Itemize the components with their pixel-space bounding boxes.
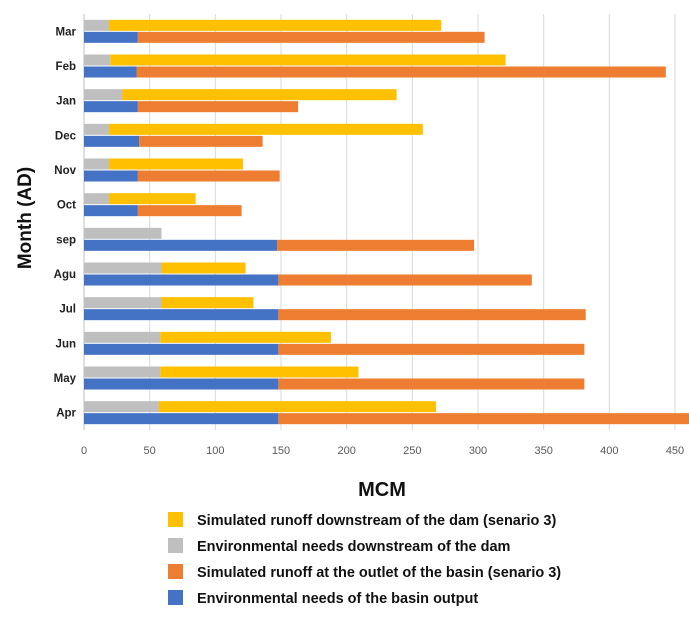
bar-simulated-runoff-at-the-outlet-of-the-basin-senario-3 [278, 309, 586, 321]
y-axis-ticks: Mar Feb Jan Dec Nov Oct sep Agu Jul Jun May Apr [54, 26, 77, 419]
bar-environmental-needs-downstream-of-the-dam [84, 89, 123, 101]
y-tick-label: Dec [55, 130, 77, 142]
bar-simulated-runoff-downstream-of-the-dam-senario-3 [122, 89, 397, 101]
y-tick-label: Nov [54, 165, 76, 177]
legend-swatch [168, 590, 183, 605]
y-tick-label: sep [56, 234, 76, 246]
x-tick-label: 100 [206, 445, 224, 457]
x-axis-title: MCM [358, 479, 406, 501]
y-tick-label: Apr [56, 408, 76, 420]
bar-environmental-needs-downstream-of-the-dam [84, 54, 111, 66]
legend-label: Environmental needs of the basin output [197, 591, 478, 607]
bar-simulated-runoff-at-the-outlet-of-the-basin-senario-3 [278, 274, 532, 286]
bar-simulated-runoff-downstream-of-the-dam-senario-3 [160, 331, 331, 343]
bar-environmental-needs-of-the-basin-output [84, 66, 137, 78]
x-tick-label: 250 [403, 445, 421, 457]
bar-environmental-needs-downstream-of-the-dam [84, 331, 161, 343]
bar-simulated-runoff-at-the-outlet-of-the-basin-senario-3 [278, 378, 585, 390]
x-tick-label: 400 [600, 445, 618, 457]
y-axis-title: Month (AD) [15, 167, 36, 269]
bar-simulated-runoff-at-the-outlet-of-the-basin-senario-3 [278, 343, 585, 355]
bar-simulated-runoff-downstream-of-the-dam-senario-3 [108, 123, 423, 135]
bar-simulated-runoff-downstream-of-the-dam-senario-3 [158, 401, 436, 413]
bar-simulated-runoff-at-the-outlet-of-the-basin-senario-3 [137, 205, 242, 217]
bar-simulated-runoff-downstream-of-the-dam-senario-3 [161, 297, 254, 309]
bar-environmental-needs-of-the-basin-output [84, 135, 140, 147]
bar-environmental-needs-of-the-basin-output [84, 274, 279, 286]
y-tick-label: Jul [59, 304, 76, 316]
bar-environmental-needs-downstream-of-the-dam [84, 193, 109, 205]
bar-simulated-runoff-downstream-of-the-dam-senario-3 [108, 158, 243, 170]
y-tick-label: Jun [56, 338, 76, 350]
x-tick-label: 50 [144, 445, 156, 457]
bar-simulated-runoff-downstream-of-the-dam-senario-3 [110, 54, 506, 66]
bar-simulated-runoff-at-the-outlet-of-the-basin-senario-3 [278, 413, 689, 425]
bar-simulated-runoff-at-the-outlet-of-the-basin-senario-3 [136, 66, 666, 78]
bar-environmental-needs-of-the-basin-output [84, 378, 279, 390]
bar-simulated-runoff-downstream-of-the-dam-senario-3 [161, 262, 246, 274]
legend-swatch [168, 564, 183, 579]
x-tick-label: 300 [469, 445, 487, 457]
y-tick-label: Feb [56, 61, 76, 73]
bar-environmental-needs-downstream-of-the-dam [84, 401, 159, 413]
bar-environmental-needs-of-the-basin-output [84, 413, 279, 425]
bar-environmental-needs-downstream-of-the-dam [84, 19, 109, 31]
y-tick-label: Oct [57, 200, 76, 212]
x-tick-label: 350 [534, 445, 552, 457]
legend-label: Simulated runoff at the outlet of the ba… [197, 565, 561, 581]
y-tick-label: May [54, 373, 77, 385]
bar-simulated-runoff-downstream-of-the-dam-senario-3 [160, 366, 359, 378]
y-tick-label: Agu [54, 269, 76, 281]
legend-label: Simulated runoff downstream of the dam (… [197, 513, 556, 529]
x-tick-label: 150 [272, 445, 290, 457]
bar-simulated-runoff-downstream-of-the-dam-senario-3 [108, 19, 442, 31]
bar-simulated-runoff-at-the-outlet-of-the-basin-senario-3 [139, 135, 263, 147]
x-tick-label: 0 [81, 445, 87, 457]
bar-environmental-needs-downstream-of-the-dam [84, 123, 109, 135]
x-axis-ticks: 0 50 100 150 200 250 300 350 400 450 [81, 445, 684, 457]
legend: Simulated runoff downstream of the dam (… [168, 512, 561, 607]
legend-swatch [168, 512, 183, 527]
bar-environmental-needs-downstream-of-the-dam [84, 297, 162, 309]
bar-environmental-needs-of-the-basin-output [84, 239, 278, 251]
bar-environmental-needs-downstream-of-the-dam [84, 227, 162, 239]
gridlines [83, 14, 676, 430]
x-tick-label: 450 [666, 445, 684, 457]
bar-simulated-runoff-at-the-outlet-of-the-basin-senario-3 [277, 239, 475, 251]
bar-environmental-needs-of-the-basin-output [84, 31, 138, 43]
bar-environmental-needs-downstream-of-the-dam [84, 366, 161, 378]
bar-environmental-needs-of-the-basin-output [84, 343, 279, 355]
bar-simulated-runoff-at-the-outlet-of-the-basin-senario-3 [137, 31, 485, 43]
bar-environmental-needs-of-the-basin-output [84, 205, 138, 217]
bar-environmental-needs-of-the-basin-output [84, 170, 138, 182]
y-tick-label: Jan [56, 96, 76, 108]
legend-label: Environmental needs downstream of the da… [197, 539, 510, 555]
bar-simulated-runoff-downstream-of-the-dam-senario-3 [108, 193, 196, 205]
bar-environmental-needs-downstream-of-the-dam [84, 158, 109, 170]
bar-environmental-needs-downstream-of-the-dam [84, 262, 162, 274]
bar-simulated-runoff-at-the-outlet-of-the-basin-senario-3 [137, 101, 299, 113]
bar-environmental-needs-of-the-basin-output [84, 101, 138, 113]
bar-simulated-runoff-at-the-outlet-of-the-basin-senario-3 [137, 170, 280, 182]
bar-environmental-needs-of-the-basin-output [84, 309, 279, 321]
y-tick-label: Mar [56, 26, 77, 38]
bars [84, 19, 689, 425]
legend-swatch [168, 538, 183, 553]
x-tick-label: 200 [337, 445, 355, 457]
